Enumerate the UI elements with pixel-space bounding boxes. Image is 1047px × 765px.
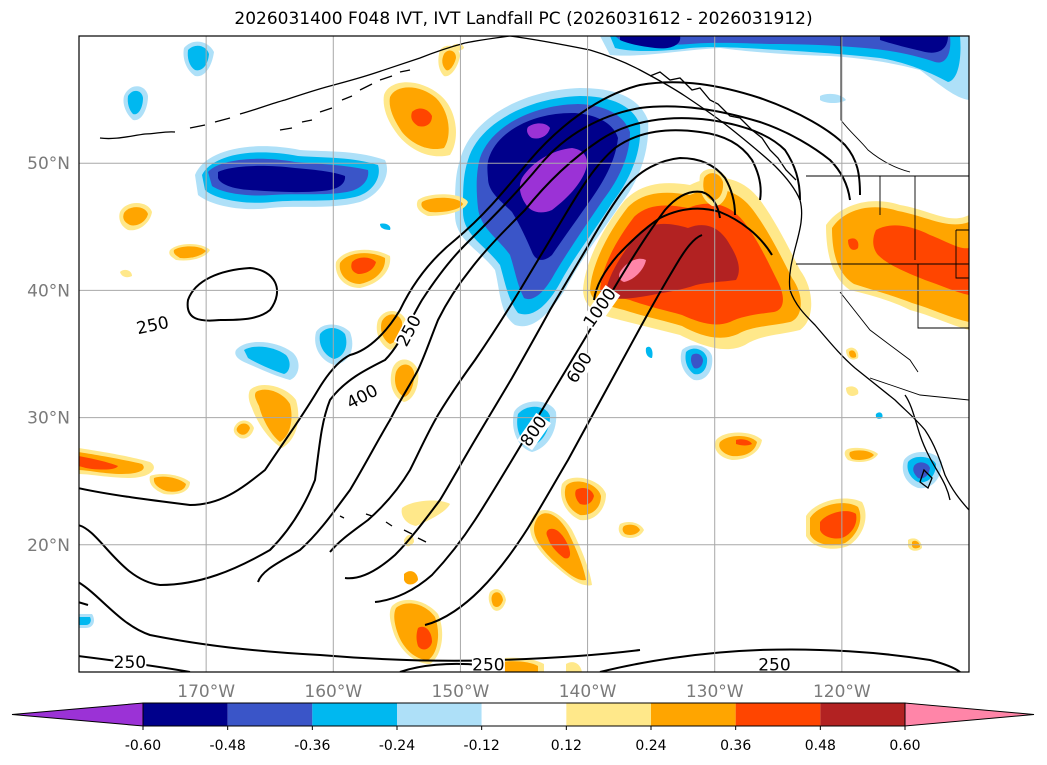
contour-label: 250 (135, 313, 171, 339)
ivt-landfall-pc-shading (79, 36, 969, 672)
colorbar-tick-label: -0.48 (210, 738, 246, 754)
contour-label: 600 (563, 349, 597, 387)
contour-label-bg (580, 285, 621, 332)
colorbar-bin (397, 703, 482, 726)
colorbar-bin (481, 703, 567, 726)
contour-250-small (186, 266, 279, 322)
colorbar-extend-low (11, 702, 144, 727)
contour-250-main (79, 81, 861, 507)
longitude-tick-label: 140°W (559, 682, 617, 702)
chart-title: 2026031400 F048 IVT, IVT Landfall PC (20… (234, 9, 813, 29)
contour-label: 250 (114, 653, 146, 673)
longitude-tick-label: 150°W (432, 682, 490, 702)
contour-label-bg (471, 656, 505, 675)
colorbar-bin (143, 703, 228, 726)
colorbar-tick-label: -0.36 (294, 738, 330, 754)
longitude-tick-label: 160°W (304, 682, 362, 702)
contour-label: 400 (344, 381, 382, 414)
latitude-tick-label: 50°N (27, 154, 70, 174)
contour-label-bg (134, 313, 171, 339)
colorbar-tick-label: 0.48 (805, 738, 836, 754)
contour-label-bg (393, 312, 426, 350)
latitude-tick-labels: 20°N 30°N 40°N 50°N (27, 154, 70, 556)
contour-label: 250 (758, 656, 790, 676)
longitude-tick-labels: 170°W 160°W 150°W 140°W 130°W 120°W (177, 682, 871, 702)
latitude-tick-label: 40°N (27, 281, 70, 301)
map-frame (78, 35, 970, 673)
colorbar-bin (651, 703, 736, 726)
contour-label-bg (113, 654, 147, 673)
political-borders (796, 36, 969, 401)
colorbar-tick-label: -0.60 (125, 738, 161, 754)
colorbar: -0.60 -0.48 -0.36 -0.24 -0.12 0.12 0.24 0.36 0.4… (11, 702, 1035, 754)
colorbar-bin (820, 703, 905, 726)
colorbar-tick-label: 0.24 (635, 738, 666, 754)
contour-400 (79, 105, 851, 587)
colorbar-bin (566, 703, 651, 726)
longitude-tick-label: 130°W (686, 682, 744, 702)
contour-label-bg (343, 381, 382, 413)
contour-800 (344, 156, 736, 580)
colorbar-tick-label: 0.12 (551, 738, 582, 754)
colorbar-bin (227, 703, 313, 726)
latitude-tick-label: 30°N (27, 409, 70, 429)
contour-label: 250 (472, 656, 504, 676)
colorbar-tick-label: 0.60 (889, 738, 920, 754)
longitude-tick-label: 120°W (813, 682, 871, 702)
longitude-tick-label: 170°W (177, 682, 235, 702)
contour-label-bg (517, 412, 552, 451)
contour-1000 (424, 234, 703, 626)
coastlines (99, 36, 969, 543)
contour-label-bg (757, 656, 791, 675)
colorbar-bin (312, 703, 397, 726)
graticule (79, 36, 969, 672)
latitude-tick-label: 20°N (27, 536, 70, 556)
colorbar-tick-label: -0.12 (464, 738, 500, 754)
colorbar-extend-high (904, 702, 1035, 727)
colorbar-bin (735, 703, 821, 726)
colorbar-tick-label: 0.36 (720, 738, 751, 754)
colorbar-frame (142, 702, 906, 727)
contour-label-bg (563, 349, 597, 387)
colorbar-tick-label: -0.24 (379, 738, 415, 754)
